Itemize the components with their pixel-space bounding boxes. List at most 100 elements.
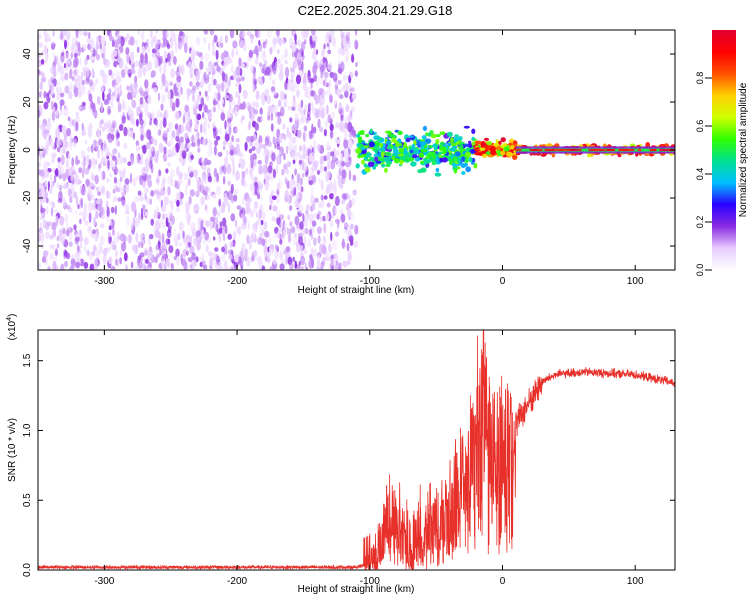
heatmap-cell xyxy=(350,105,355,113)
x-tick-label: -300 xyxy=(94,576,114,587)
heatmap-cell xyxy=(45,55,48,64)
heatmap-cell xyxy=(59,99,65,106)
heatmap-cell xyxy=(592,149,601,151)
heatmap-cell xyxy=(349,212,355,221)
heatmap-cell xyxy=(53,254,58,261)
heatmap-cell xyxy=(328,243,332,253)
heatmap-cell xyxy=(224,119,227,130)
heatmap-cell xyxy=(187,142,192,149)
heatmap-cell xyxy=(254,30,259,38)
heatmap-cell xyxy=(215,49,219,61)
heatmap-cell xyxy=(120,36,125,47)
heatmap-cell xyxy=(203,264,208,270)
heatmap-cell xyxy=(231,196,234,204)
heatmap-cell xyxy=(339,94,344,99)
heatmap-cell xyxy=(434,172,442,177)
heatmap-cell xyxy=(239,152,244,158)
heatmap-cell xyxy=(297,39,301,48)
heatmap-cell xyxy=(341,161,346,167)
heatmap-cell xyxy=(348,235,354,243)
heatmap-cell xyxy=(101,157,106,164)
heatmap-cell xyxy=(192,51,196,62)
heatmap-cell xyxy=(228,253,233,260)
heatmap-cell xyxy=(142,179,146,188)
heatmap-cell xyxy=(299,265,304,270)
heatmap-cell xyxy=(139,96,144,105)
heatmap-cell xyxy=(227,233,232,240)
heatmap-cell xyxy=(206,95,210,102)
heatmap-cell xyxy=(357,136,363,142)
heatmap-cell xyxy=(464,151,472,158)
x-tick-label: -200 xyxy=(227,576,247,587)
heatmap-cell xyxy=(149,198,152,205)
heatmap-cell xyxy=(67,153,70,159)
heatmap-cell xyxy=(431,159,437,166)
heatmap-cell xyxy=(148,149,152,159)
heatmap-cell xyxy=(105,200,109,209)
heatmap-cell xyxy=(323,129,327,137)
heatmap-cell xyxy=(229,265,233,270)
heatmap-cell xyxy=(174,40,179,48)
heatmap-cell xyxy=(151,111,155,120)
heatmap-cell xyxy=(248,105,252,113)
y-tick-label: 20 xyxy=(22,96,33,108)
heatmap-cell xyxy=(294,215,300,226)
heatmap-cell xyxy=(289,36,293,46)
heatmap-cell xyxy=(60,263,65,270)
heatmap-cell xyxy=(292,256,296,263)
heatmap-cell xyxy=(177,139,181,150)
heatmap-cell xyxy=(87,187,92,195)
heatmap-cell xyxy=(104,121,109,130)
heatmap-cell xyxy=(88,93,93,102)
heatmap-cell xyxy=(291,43,297,53)
heatmap-cell xyxy=(75,111,79,119)
heatmap-cell xyxy=(54,248,58,257)
heatmap-cell xyxy=(247,221,250,231)
heatmap-cell xyxy=(354,224,359,235)
heatmap-cell xyxy=(157,129,162,136)
colorbar-tick-label: 0.0 xyxy=(695,264,705,277)
heatmap-cell xyxy=(269,46,273,55)
heatmap-cell xyxy=(301,173,305,178)
heatmap-cell xyxy=(439,147,446,151)
heatmap-cell xyxy=(332,38,336,48)
heatmap-cell xyxy=(244,251,249,257)
heatmap-cell xyxy=(413,139,417,146)
heatmap-cell xyxy=(146,63,151,72)
heatmap-cell xyxy=(192,93,195,102)
heatmap-cell xyxy=(130,220,134,231)
heatmap-cell xyxy=(154,256,158,264)
heatmap-cell xyxy=(196,50,199,56)
heatmap-cell xyxy=(221,71,226,82)
heatmap-cell xyxy=(288,139,294,148)
heatmap-cell xyxy=(176,255,180,266)
heatmap-cell xyxy=(231,49,235,58)
y-tick-label: 0 xyxy=(22,147,33,153)
heatmap-cell xyxy=(155,59,159,70)
heatmap-cell xyxy=(124,178,130,186)
heatmap-cell xyxy=(190,222,195,233)
heatmap-cell xyxy=(327,162,330,170)
heatmap-cell xyxy=(251,146,256,152)
heatmap-cell xyxy=(148,174,152,180)
heatmap-cell xyxy=(40,59,45,65)
heatmap-cell xyxy=(351,197,356,205)
heatmap-cell xyxy=(327,49,332,55)
heatmap-cell xyxy=(44,231,51,240)
heatmap-cell xyxy=(88,251,94,261)
heatmap-cell xyxy=(294,233,297,238)
heatmap-cell xyxy=(199,55,204,61)
heatmap-cell xyxy=(62,30,67,36)
heatmap-cell xyxy=(233,254,239,263)
heatmap-cell xyxy=(272,37,276,43)
heatmap-cell xyxy=(238,83,242,94)
heatmap-cell xyxy=(40,71,44,76)
spectrogram-y-ticks: -40 -20 0 20 40 xyxy=(22,48,675,253)
heatmap-cell xyxy=(275,60,279,69)
heatmap-cell xyxy=(123,167,126,178)
heatmap-cell xyxy=(254,122,259,131)
heatmap-cell xyxy=(561,149,569,151)
heatmap-cell xyxy=(167,162,172,167)
heatmap-cell xyxy=(60,235,65,245)
heatmap-cell xyxy=(40,50,45,56)
